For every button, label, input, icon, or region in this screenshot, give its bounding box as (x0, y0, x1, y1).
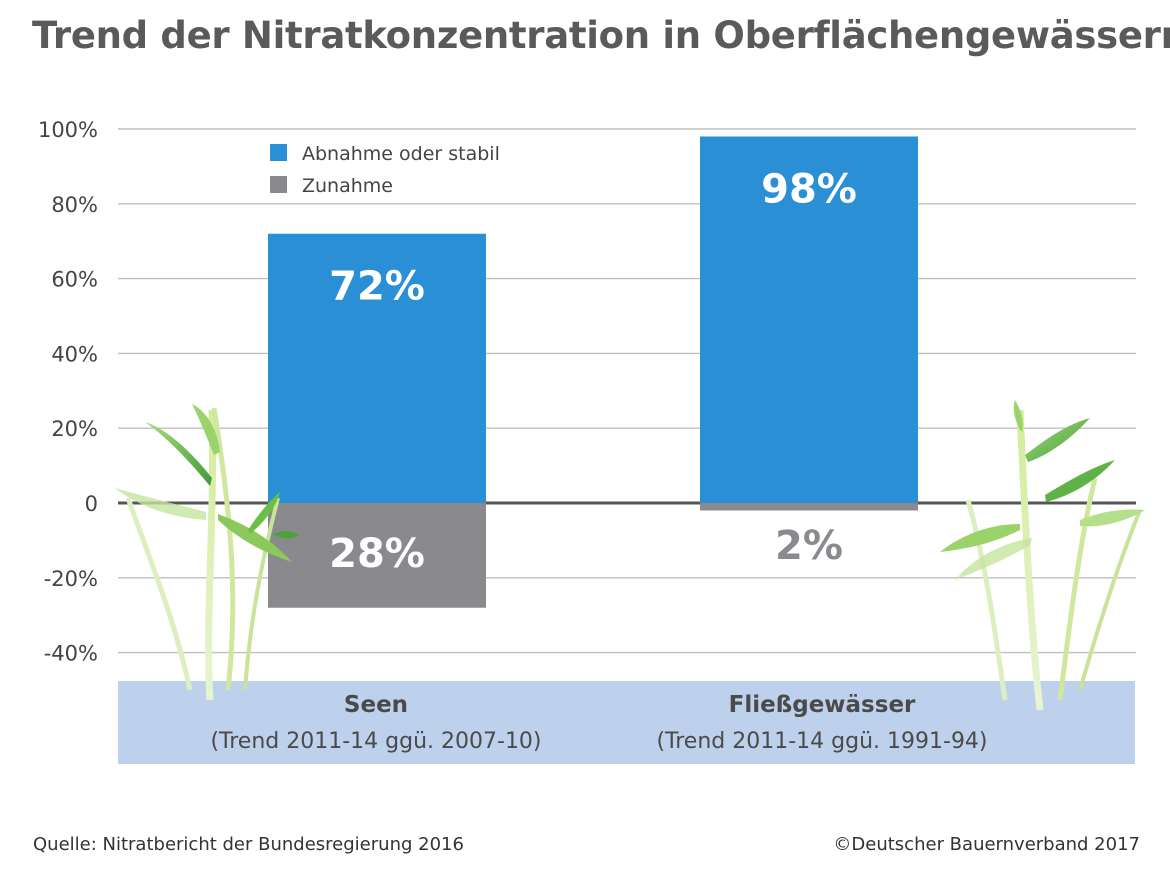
plant-illustration-left (115, 404, 300, 701)
value-label-zunahme-0: 28% (329, 531, 425, 577)
bar-abnahme-1 (700, 136, 918, 504)
legend-label-abnahme: Abnahme oder stabil (302, 143, 500, 165)
source-note: Quelle: Nitratbericht der Bundesregierun… (33, 834, 464, 855)
category-label-band (118, 681, 1135, 764)
value-label-zunahme-1: 2% (775, 523, 843, 569)
bar-abnahme-0 (268, 233, 486, 503)
value-label-abnahme-0: 72% (329, 264, 425, 310)
y-tick-label: 80% (51, 193, 98, 217)
y-tick-label: 40% (51, 342, 98, 366)
category-name: Fließgewässer (729, 692, 916, 718)
y-tick-label: -40% (44, 642, 98, 666)
y-tick-label: 0 (85, 492, 98, 516)
bars (268, 136, 918, 608)
y-tick-label: 20% (51, 417, 98, 441)
bar-zunahme-1 (700, 503, 918, 511)
chart-title: Trend der Nitratkonzentration in Oberflä… (32, 14, 1170, 57)
plant-illustration-right (940, 400, 1145, 711)
legend-label-zunahme: Zunahme (302, 175, 393, 197)
bar-value-labels: 72% 98% 28% 2% (329, 166, 857, 577)
y-tick-label: 60% (51, 268, 98, 292)
category-labels: Seen (Trend 2011-14 ggü. 2007-10) Fließgew… (210, 692, 987, 754)
y-tick-label: 100% (38, 118, 98, 142)
legend-swatch-zunahme (270, 176, 287, 193)
category-subtitle: (Trend 2011-14 ggü. 2007-10) (210, 729, 541, 754)
category-subtitle: (Trend 2011-14 ggü. 1991-94) (656, 729, 987, 754)
y-tick-label: -20% (44, 567, 98, 591)
bar-zunahme-0 (268, 503, 486, 608)
legend: Abnahme oder stabil Zunahme (270, 143, 500, 197)
value-label-abnahme-1: 98% (761, 166, 857, 212)
y-axis-ticks: 100% 80% 60% 40% 20% 0 -20% -40% (38, 118, 98, 666)
copyright-note: ©Deutscher Bauernverband 2017 (833, 834, 1140, 855)
category-name: Seen (344, 692, 408, 718)
legend-swatch-abnahme (270, 144, 287, 161)
